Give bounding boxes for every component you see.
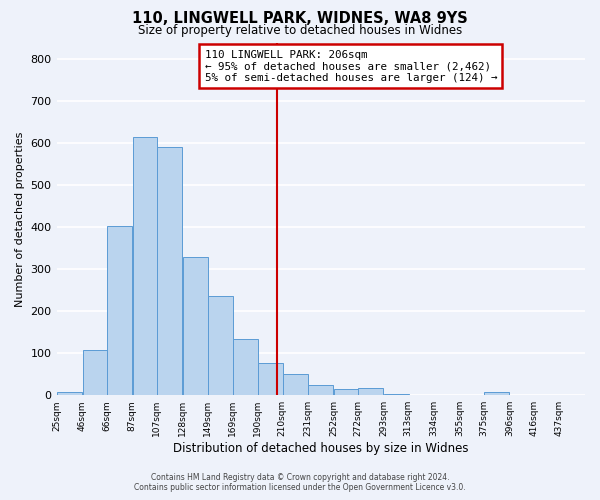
Y-axis label: Number of detached properties: Number of detached properties bbox=[15, 131, 25, 306]
Text: Contains HM Land Registry data © Crown copyright and database right 2024.
Contai: Contains HM Land Registry data © Crown c… bbox=[134, 473, 466, 492]
Bar bbox=[182, 256, 208, 395]
X-axis label: Distribution of detached houses by size in Widnes: Distribution of detached houses by size … bbox=[173, 442, 469, 455]
Bar bbox=[233, 340, 257, 395]
Text: Size of property relative to detached houses in Widnes: Size of property relative to detached ho… bbox=[138, 24, 462, 37]
Text: 110 LINGWELL PARK: 206sqm
← 95% of detached houses are smaller (2,462)
5% of sem: 110 LINGWELL PARK: 206sqm ← 95% of detac… bbox=[205, 50, 497, 83]
Bar bbox=[384, 394, 409, 395]
Bar bbox=[57, 392, 82, 395]
Bar bbox=[358, 388, 383, 395]
Bar bbox=[83, 350, 107, 395]
Bar bbox=[334, 390, 359, 395]
Bar bbox=[208, 296, 233, 395]
Bar bbox=[283, 374, 308, 395]
Bar bbox=[258, 363, 283, 395]
Bar bbox=[157, 147, 182, 395]
Bar bbox=[308, 384, 333, 395]
Bar bbox=[133, 137, 157, 395]
Bar bbox=[484, 392, 509, 395]
Text: 110, LINGWELL PARK, WIDNES, WA8 9YS: 110, LINGWELL PARK, WIDNES, WA8 9YS bbox=[132, 11, 468, 26]
Bar bbox=[107, 226, 132, 395]
